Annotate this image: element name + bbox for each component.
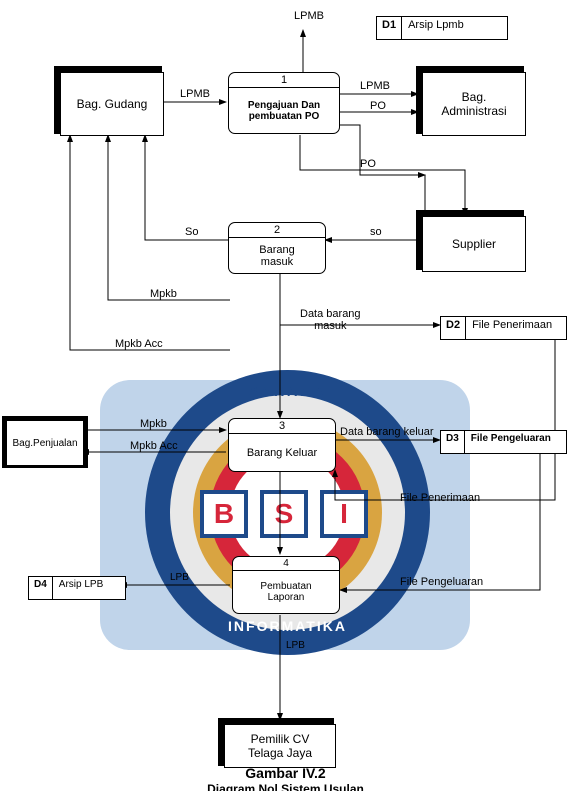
process-2-label: Barang masuk bbox=[255, 238, 298, 273]
lbl-mpkb-top: Mpkb bbox=[150, 288, 177, 300]
diagram-canvas: B S I SARANA INFORMATIKA UNIVERSITAS bbox=[0, 0, 571, 791]
d3-label: File Pengeluaran bbox=[465, 431, 566, 453]
lbl-fpen: File Penerimaan bbox=[400, 492, 480, 504]
process-4-label: Pembuatan Laporan bbox=[256, 571, 315, 613]
d3-code: D3 bbox=[441, 431, 465, 453]
lbl-lpmb-right: LPMB bbox=[360, 80, 390, 92]
process-1-num: 1 bbox=[229, 73, 339, 88]
entity-gudang: Bag. Gudang bbox=[60, 72, 164, 136]
process-4-num: 4 bbox=[233, 557, 339, 571]
lbl-dbm: Data barang masuk bbox=[300, 308, 361, 332]
process-3-label: Barang Keluar bbox=[243, 434, 321, 471]
figure-subtitle: Diagram Nol Sistem Usulan bbox=[0, 782, 571, 791]
lbl-lpb2: LPB bbox=[286, 640, 305, 651]
lbl-mpkb2: Mpkb bbox=[140, 418, 167, 430]
lbl-lpb1: LPB bbox=[170, 572, 189, 583]
process-4: 4 Pembuatan Laporan bbox=[232, 556, 340, 614]
datastore-d1: D1 Arsip Lpmb bbox=[376, 16, 508, 40]
entity-supplier: Supplier bbox=[422, 216, 526, 272]
process-2: 2 Barang masuk bbox=[228, 222, 326, 274]
lbl-po-right: PO bbox=[370, 100, 386, 112]
d4-label: Arsip LPB bbox=[53, 577, 125, 599]
datastore-d4: D4 Arsip LPB bbox=[28, 576, 126, 600]
lbl-so-right: so bbox=[370, 226, 382, 238]
lbl-po-down: PO bbox=[360, 158, 376, 170]
lbl-lpmb-up: LPMB bbox=[294, 10, 324, 22]
process-1: 1 Pengajuan Dan pembuatan PO bbox=[228, 72, 340, 134]
d1-code: D1 bbox=[377, 17, 402, 39]
lbl-fpeng: File Pengeluaran bbox=[400, 576, 483, 588]
figure-title: Gambar IV.2 bbox=[0, 765, 571, 781]
process-2-num: 2 bbox=[229, 223, 325, 238]
process-3: 3 Barang Keluar bbox=[228, 418, 336, 472]
process-3-num: 3 bbox=[229, 419, 335, 434]
d4-code: D4 bbox=[29, 577, 53, 599]
entity-admin: Bag. Administrasi bbox=[422, 72, 526, 136]
datastore-d3: D3 File Pengeluaran bbox=[440, 430, 567, 454]
process-1-label: Pengajuan Dan pembuatan PO bbox=[244, 88, 324, 133]
lbl-so-left: So bbox=[185, 226, 198, 238]
entity-pemilik: Pemilik CV Telaga Jaya bbox=[224, 724, 336, 768]
datastore-d2: D2 File Penerimaan bbox=[440, 316, 567, 340]
d2-code: D2 bbox=[441, 317, 466, 339]
lbl-dbk: Data barang keluar bbox=[340, 426, 434, 438]
lbl-lpmb-left: LPMB bbox=[180, 88, 210, 100]
entity-penjualan: Bag.Penjualan bbox=[6, 420, 84, 466]
lbl-mpkbacc2: Mpkb Acc bbox=[130, 440, 178, 452]
d2-label: File Penerimaan bbox=[466, 317, 566, 339]
lbl-mpkbacc-top: Mpkb Acc bbox=[115, 338, 163, 350]
d1-label: Arsip Lpmb bbox=[402, 17, 507, 39]
